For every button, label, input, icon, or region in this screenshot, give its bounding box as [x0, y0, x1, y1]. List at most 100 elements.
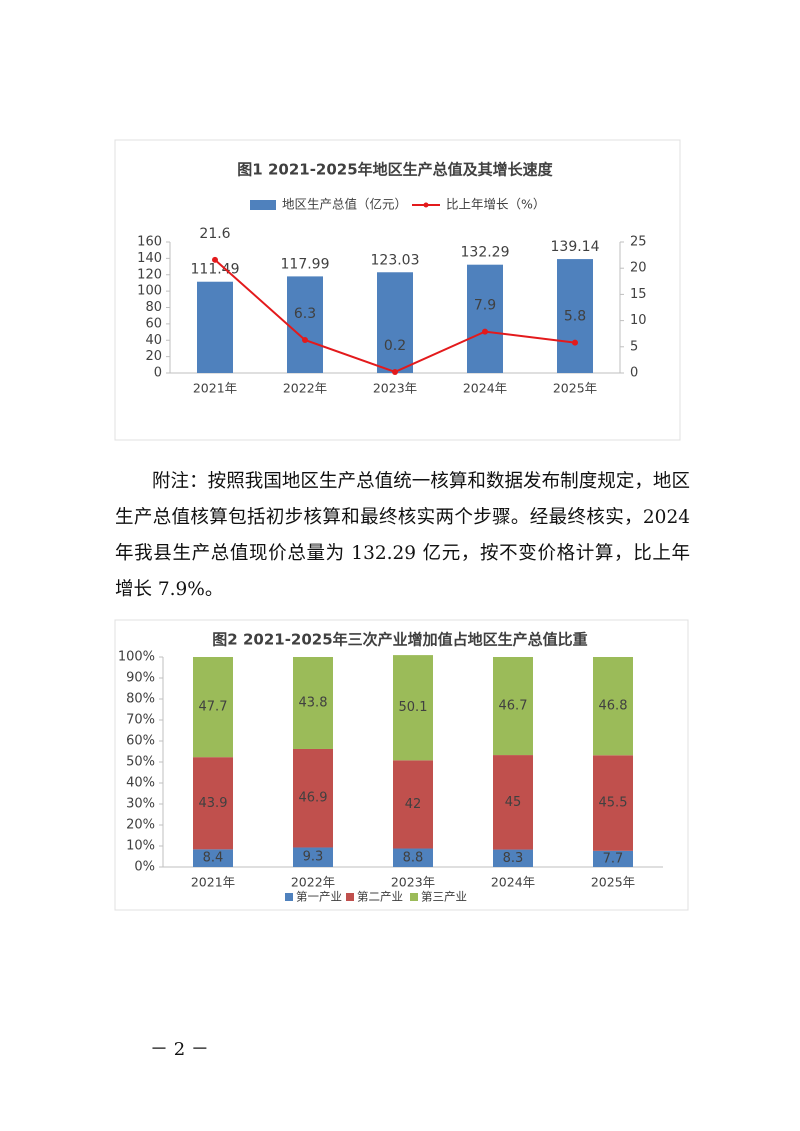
- y2-tick-label: 0: [630, 366, 638, 381]
- bar-segment: [593, 657, 633, 756]
- x-tick-label: 2022年: [283, 381, 327, 396]
- y-tick-label: 60: [145, 316, 162, 331]
- data-label: 45: [505, 795, 522, 810]
- data-label: 46.8: [599, 699, 628, 714]
- bar-segment: [293, 657, 333, 749]
- legend-swatch: [410, 893, 418, 901]
- legend-label: 比上年增长（%）: [446, 197, 545, 212]
- y2-tick-label: 20: [630, 261, 647, 276]
- chart-title: 图1 2021-2025年地区生产总值及其增长速度: [237, 161, 553, 179]
- data-label: 111.49: [191, 262, 240, 278]
- legend-label: 地区生产总值（亿元）: [282, 197, 407, 212]
- bar: [377, 272, 413, 373]
- y2-tick-label: 15: [630, 287, 647, 302]
- y-tick-label: 160: [137, 235, 162, 250]
- bar-segment: [493, 755, 533, 850]
- y-tick-label: 50%: [126, 755, 155, 770]
- data-label: 50.1: [399, 700, 428, 715]
- x-tick-label: 2025年: [591, 875, 635, 890]
- y-tick-label: 120: [137, 267, 162, 282]
- y-tick-label: 30%: [126, 797, 155, 812]
- data-label: 43.8: [299, 695, 328, 710]
- y-tick-label: 80%: [126, 692, 155, 707]
- bar-segment: [293, 847, 333, 867]
- data-label: 46.9: [299, 791, 328, 806]
- y-tick-label: 100: [137, 284, 162, 299]
- y-tick-label: 20%: [126, 818, 155, 833]
- y-tick-label: 20: [145, 349, 162, 364]
- x-tick-label: 2024年: [463, 381, 507, 396]
- y-tick-label: 40%: [126, 776, 155, 791]
- data-label: 7.7: [603, 851, 624, 866]
- data-label: 45.5: [599, 796, 628, 811]
- data-label: 8.4: [203, 851, 224, 866]
- data-label: 47.7: [199, 700, 228, 715]
- bar: [197, 281, 233, 373]
- legend-label: 第一产业: [296, 890, 342, 904]
- x-tick-label: 2021年: [193, 381, 237, 396]
- bar-segment: [193, 657, 233, 758]
- note-paragraph: 附注：按照我国地区生产总值统一核算和数据发布制度规定，地区生产总值核算包括初步核…: [115, 471, 690, 600]
- legend-swatch: [423, 202, 429, 208]
- bar-segment: [393, 760, 433, 849]
- bar-segment: [493, 657, 533, 756]
- x-tick-label: 2023年: [391, 875, 435, 890]
- chart-title: 图2 2021-2025年三次产业增加值占地区生产总值比重: [212, 631, 587, 649]
- bar-segment: [593, 755, 633, 851]
- bar: [467, 264, 503, 373]
- bar-segment: [493, 849, 533, 867]
- data-label: 46.7: [499, 699, 528, 714]
- bar: [557, 259, 593, 373]
- bar-segment: [393, 655, 433, 761]
- bar-segment: [193, 757, 233, 850]
- y-tick-label: 10%: [126, 839, 155, 854]
- data-label: 6.3: [294, 306, 316, 322]
- line-point: [572, 339, 578, 346]
- data-label: 5.8: [564, 309, 586, 325]
- y-tick-label: 40: [145, 333, 162, 348]
- legend-swatch: [346, 893, 354, 901]
- data-label: 8.3: [503, 851, 524, 866]
- bar-segment: [593, 850, 633, 867]
- bar-segment: [193, 849, 233, 867]
- x-tick-label: 2024年: [491, 875, 535, 890]
- bar-segment: [293, 748, 333, 848]
- y2-tick-label: 25: [630, 235, 647, 250]
- x-tick-label: 2023年: [373, 381, 417, 396]
- x-tick-label: 2021年: [191, 875, 235, 890]
- line-point: [302, 336, 308, 343]
- y-tick-label: 140: [137, 251, 162, 266]
- y-tick-label: 0: [154, 366, 162, 381]
- legend-swatch: [250, 200, 276, 210]
- y-tick-label: 100%: [118, 650, 155, 665]
- data-label: 42: [405, 797, 422, 812]
- data-label: 21.6: [199, 226, 230, 242]
- data-label: 8.8: [403, 850, 424, 865]
- x-tick-label: 2025年: [553, 381, 597, 396]
- chart-frame: [114, 139, 681, 441]
- data-label: 132.29: [461, 245, 510, 261]
- line-point: [212, 256, 218, 263]
- data-label: 9.3: [303, 850, 324, 865]
- y-tick-label: 90%: [126, 671, 155, 686]
- data-label: 139.14: [551, 239, 600, 255]
- y-tick-label: 70%: [126, 713, 155, 728]
- chart-frame: [114, 619, 689, 911]
- legend-swatch: [285, 893, 293, 901]
- legend-label: 第三产业: [421, 890, 467, 904]
- data-label: 43.9: [199, 796, 228, 811]
- y-tick-label: 60%: [126, 734, 155, 749]
- bar: [287, 276, 323, 373]
- page-number: － 2 －: [150, 1039, 209, 1060]
- line-point: [482, 328, 488, 335]
- x-tick-label: 2022年: [291, 875, 335, 890]
- legend-label: 第二产业: [357, 890, 403, 904]
- y-tick-label: 80: [145, 300, 162, 315]
- y2-tick-label: 5: [630, 339, 638, 354]
- data-label: 0.2: [384, 338, 406, 354]
- y-tick-label: 0%: [134, 860, 155, 875]
- data-label: 117.99: [281, 256, 330, 272]
- bar-segment: [393, 848, 433, 867]
